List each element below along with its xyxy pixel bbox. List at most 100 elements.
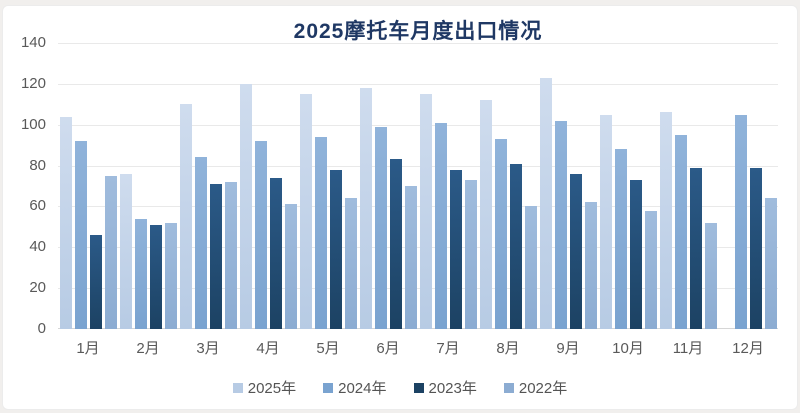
bar-2025年-7月: [419, 94, 432, 329]
x-axis-label-7月: 7月: [436, 340, 460, 357]
x-axis-label-6月: 6月: [376, 340, 400, 357]
bar-2023年-6月: [389, 159, 402, 329]
bar-group-2月: [118, 43, 178, 329]
bar-2022年-4月: [284, 204, 297, 329]
gridline: [58, 83, 778, 85]
x-axis-label-11月: 11月: [672, 340, 704, 357]
bar-2024年-1月: [74, 141, 87, 329]
y-axis-tick-label: 140: [20, 34, 46, 51]
bar-2025年-9月: [539, 77, 552, 329]
bar-2025年-3月: [179, 104, 192, 329]
bar-2025年-2月: [119, 173, 132, 329]
x-axis-label-3月: 3月: [196, 340, 220, 357]
chart-card: 2025摩托车月度出口情况 0 20 40 60 80 100 120 140 1月 2月 3月 4…: [2, 5, 798, 410]
bar-2025年-6月: [359, 87, 372, 329]
bar-2023年-5月: [329, 169, 342, 329]
bar-2022年-3月: [224, 181, 237, 329]
y-axis-tick-label: 60: [29, 197, 46, 215]
legend-label: 2024年: [338, 380, 387, 397]
legend: 2025年 2024年 2023年 2022年: [3, 377, 797, 398]
bar-2022年-10月: [644, 210, 657, 329]
bar-2024年-6月: [374, 126, 387, 329]
bar-2025年-1月: [59, 116, 72, 329]
bar-group-12月: [718, 43, 778, 329]
bar-2024年-3月: [194, 157, 207, 329]
gridline: [58, 43, 778, 44]
x-axis-label-8月: 8月: [496, 340, 520, 357]
legend-item-2023年: 2023年: [413, 377, 477, 398]
y-axis-tick-label: 20: [29, 279, 46, 297]
x-axis: 1月 2月 3月 4月 5月 6月 7月 8月 9月 10月 11月 12月: [58, 337, 778, 358]
bar-2022年-12月: [764, 198, 777, 329]
bar-2023年-4月: [269, 177, 282, 329]
bar-group-4月: [238, 43, 298, 329]
gridline: [58, 206, 778, 208]
bar-2024年-11月: [674, 134, 687, 329]
bar-2023年-8月: [509, 163, 522, 329]
gridline: [58, 247, 778, 249]
legend-item-2024年: 2024年: [323, 377, 387, 398]
x-axis-line: [58, 328, 778, 329]
bar-group-8月: [478, 43, 538, 329]
x-axis-label-9月: 9月: [556, 340, 580, 357]
y-axis-tick-label: 40: [29, 238, 46, 256]
gridline: [58, 165, 778, 167]
bar-group-3月: [178, 43, 238, 329]
bar-group-10月: [598, 43, 658, 329]
legend-label: 2025年: [247, 380, 297, 397]
bar-2024年-5月: [314, 136, 327, 329]
bar-2025年-5月: [299, 94, 312, 329]
bar-2025年-10月: [599, 114, 612, 329]
bar-2025年-8月: [479, 100, 492, 329]
x-axis-label-12月: 12月: [732, 340, 764, 357]
bar-2023年-10月: [629, 179, 642, 329]
bar-2022年-7月: [464, 179, 477, 329]
bar-2023年-12月: [749, 167, 762, 329]
x-axis-label-5月: 5月: [316, 340, 340, 357]
bar-group-7月: [418, 43, 478, 329]
bar-2022年-9月: [584, 202, 597, 329]
bar-2023年-2月: [149, 224, 162, 329]
legend-swatch: [323, 382, 334, 393]
bar-2024年-8月: [494, 139, 507, 329]
bar-2024年-12月: [734, 114, 747, 329]
plot-area: [58, 43, 778, 329]
bar-2024年-9月: [554, 120, 567, 329]
legend-label: 2023年: [428, 380, 477, 397]
legend-item-2025年: 2025年: [232, 377, 297, 398]
y-axis-tick-label: 80: [29, 156, 46, 174]
legend-swatch: [232, 382, 243, 393]
y-axis-tick-label: 100: [20, 115, 46, 133]
bar-2022年-2月: [164, 222, 177, 329]
bar-2023年-7月: [449, 169, 462, 329]
legend-item-2022年: 2022年: [503, 377, 568, 398]
x-axis-label-1月: 1月: [76, 340, 100, 357]
bar-group-1月: [58, 43, 118, 329]
bar-2024年-4月: [254, 141, 267, 329]
y-axis-tick-label: 0: [37, 320, 46, 337]
bar-2024年-2月: [134, 218, 147, 329]
x-axis-label-10月: 10月: [612, 340, 644, 357]
legend-label: 2022年: [518, 380, 568, 397]
bar-2022年-6月: [404, 186, 417, 329]
legend-swatch: [413, 382, 424, 393]
bar-2022年-11月: [704, 222, 717, 329]
chart-page: 2025摩托车月度出口情况 0 20 40 60 80 100 120 140 1月 2月 3月 4…: [3, 6, 797, 409]
bar-2022年-1月: [104, 175, 117, 329]
gridline: [58, 288, 778, 290]
bar-2023年-3月: [209, 183, 222, 329]
bar-2025年-4月: [239, 83, 252, 329]
bar-2025年-11月: [659, 112, 672, 329]
bar-group-11月: [658, 43, 718, 329]
legend-swatch: [503, 382, 514, 393]
bar-2023年-9月: [569, 173, 582, 329]
bar-group-6月: [358, 43, 418, 329]
x-axis-label-2月: 2月: [136, 340, 160, 357]
bar-2024年-7月: [434, 122, 447, 329]
y-axis: 0 20 40 60 80 100 120 140: [3, 34, 50, 337]
gridline: [58, 124, 778, 126]
bar-2022年-8月: [524, 206, 537, 329]
x-axis-label-4月: 4月: [256, 340, 280, 357]
bar-2022年-5月: [344, 198, 357, 329]
chart-title: 2025摩托车月度出口情况: [293, 20, 543, 43]
